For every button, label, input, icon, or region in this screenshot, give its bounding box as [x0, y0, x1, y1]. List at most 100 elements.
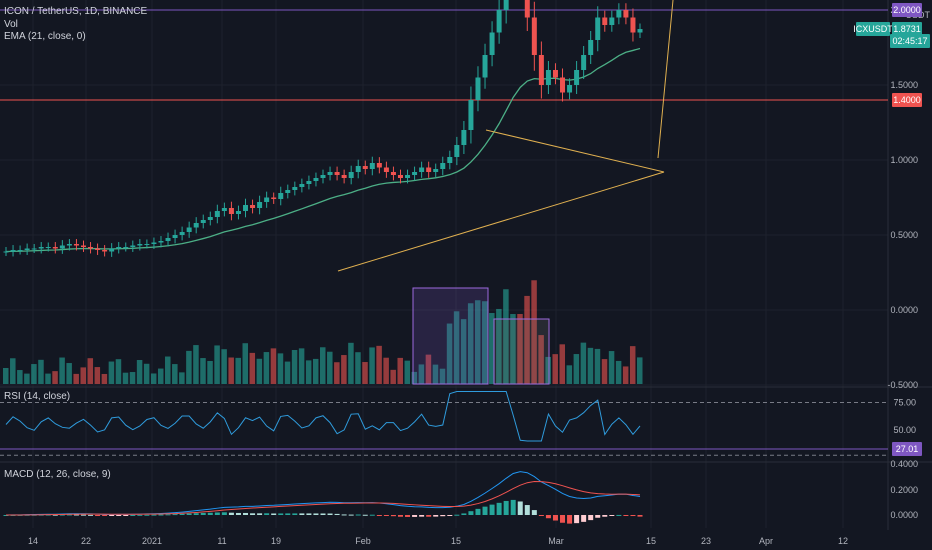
- symbol-tag: ICXUSDT: [853, 24, 893, 34]
- candle-body: [158, 241, 164, 243]
- candle-body: [630, 17, 636, 33]
- macd-histogram-bar: [440, 515, 446, 517]
- candle-body: [616, 10, 622, 18]
- candles: [3, 0, 643, 257]
- volume-bar: [446, 323, 453, 384]
- time-tick-label: 22: [81, 536, 91, 546]
- macd-histogram-bar: [264, 513, 270, 515]
- volume-bar: [460, 319, 467, 384]
- macd-histogram-bar: [59, 514, 65, 516]
- candle-body: [440, 163, 446, 169]
- candle-body: [334, 172, 340, 175]
- time-tick-label: 19: [271, 536, 281, 546]
- volume-bar: [66, 363, 72, 384]
- volume-bar: [467, 303, 474, 384]
- volume-bar: [327, 351, 333, 384]
- chart-title: ICON / TetherUS, 1D, BINANCE: [4, 6, 148, 17]
- volume-bar: [510, 314, 516, 384]
- candle-body: [172, 235, 178, 238]
- candle-body: [405, 175, 411, 178]
- macd-histogram-bar: [616, 514, 622, 516]
- macd-histogram-bar: [228, 512, 234, 515]
- candle-body: [221, 208, 227, 211]
- volume-bar: [489, 312, 495, 384]
- candle-body: [137, 244, 143, 246]
- macd-histogram-bar: [609, 515, 615, 516]
- volume-bar: [524, 295, 530, 384]
- countdown-tag: 02:45:17: [892, 36, 927, 46]
- volume-bars: [3, 280, 643, 384]
- candle-body: [560, 77, 566, 93]
- macd-histogram-bar: [397, 515, 403, 517]
- macd-histogram-bar: [179, 513, 185, 515]
- macd-histogram-bar: [390, 515, 396, 517]
- macd-histogram-bar: [299, 513, 305, 515]
- candle-body: [235, 211, 241, 214]
- candle-body: [116, 247, 122, 249]
- macd-histogram-bar: [285, 513, 291, 515]
- macd-histogram-bar: [517, 501, 523, 515]
- candle-body: [66, 244, 72, 246]
- candle-body: [179, 232, 185, 235]
- macd-histogram-bar: [320, 513, 326, 515]
- candle-body: [299, 184, 305, 187]
- macd-histogram-bar: [383, 515, 389, 516]
- volume-bar: [186, 350, 192, 384]
- price-axis[interactable]: 4USDT3.50003.00002.50002.00001.50001.000…: [853, 0, 930, 520]
- macd-histogram-bar: [137, 514, 143, 516]
- macd-histogram-bar: [144, 514, 150, 516]
- volume-bar: [531, 280, 537, 384]
- time-axis[interactable]: 14 22 2021 11 19 Feb 15 Mar 15 23 Apr 12: [28, 536, 848, 546]
- volume-bar: [193, 345, 199, 384]
- volume-bar: [228, 357, 234, 384]
- volume-bar: [545, 356, 551, 384]
- macd-histogram-bar: [102, 515, 108, 516]
- macd-histogram-bar: [165, 514, 171, 516]
- trend-drawings[interactable]: [337, 0, 697, 272]
- volume-bar: [538, 335, 544, 384]
- candle-body: [426, 167, 432, 172]
- macd-histogram-bar: [468, 511, 474, 515]
- macd-histogram-bar: [278, 513, 284, 515]
- candle-body: [88, 247, 94, 249]
- volume-bar: [482, 301, 488, 384]
- candle-body: [496, 10, 502, 33]
- candle-body: [412, 172, 418, 175]
- macd-signal-line: [5, 480, 641, 516]
- candle-body: [10, 250, 16, 252]
- volume-bar: [580, 342, 587, 384]
- volume-bar: [24, 373, 30, 384]
- triangle-upper-line: [485, 129, 665, 173]
- volume-bar: [235, 357, 241, 384]
- candle-body: [454, 145, 460, 157]
- price-tick-label: 0.0000: [890, 305, 918, 315]
- price-level-tag: 2.0000: [893, 5, 921, 15]
- volume-bar: [94, 367, 101, 384]
- candle-body: [376, 163, 382, 168]
- horizontal-levels[interactable]: [0, 0, 888, 101]
- volume-bar: [143, 363, 150, 384]
- volume-bar: [622, 366, 629, 384]
- price-tick-label: -0.5000: [887, 380, 918, 390]
- candle-body: [151, 242, 157, 244]
- triangle-lower-line: [337, 171, 665, 272]
- candle-body: [447, 157, 453, 163]
- candle-body: [327, 172, 333, 175]
- current-price-tag-bg: [892, 22, 922, 37]
- time-tick-label: Apr: [759, 536, 773, 546]
- time-tick-label: 12: [838, 536, 848, 546]
- volume-bar: [108, 361, 115, 384]
- time-tick-label: Feb: [355, 536, 371, 546]
- volume-bar: [594, 348, 601, 384]
- candle-body: [602, 17, 608, 25]
- volume-bar: [552, 354, 558, 384]
- volume-bar: [45, 373, 51, 384]
- macd-histogram-bar: [496, 502, 502, 515]
- volume-bar: [390, 369, 396, 384]
- macd-histogram-bar: [327, 513, 333, 515]
- volume-bar: [165, 356, 171, 384]
- volume-bar: [566, 365, 573, 384]
- macd-histogram-bar: [538, 515, 544, 516]
- macd-histogram-bar: [503, 500, 509, 515]
